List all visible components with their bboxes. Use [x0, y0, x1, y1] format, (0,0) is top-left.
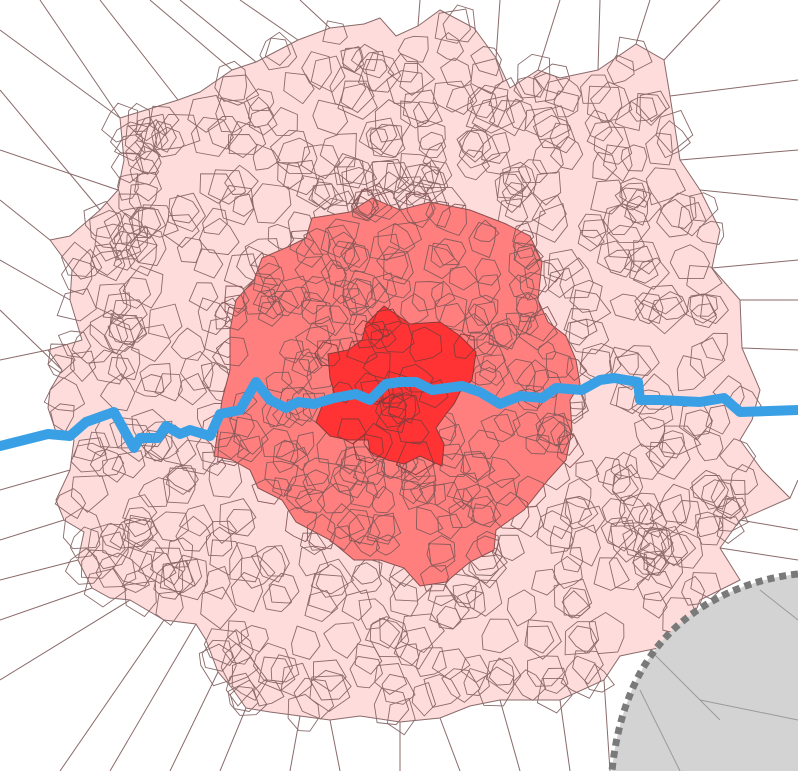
- voronoi-map: [0, 0, 798, 771]
